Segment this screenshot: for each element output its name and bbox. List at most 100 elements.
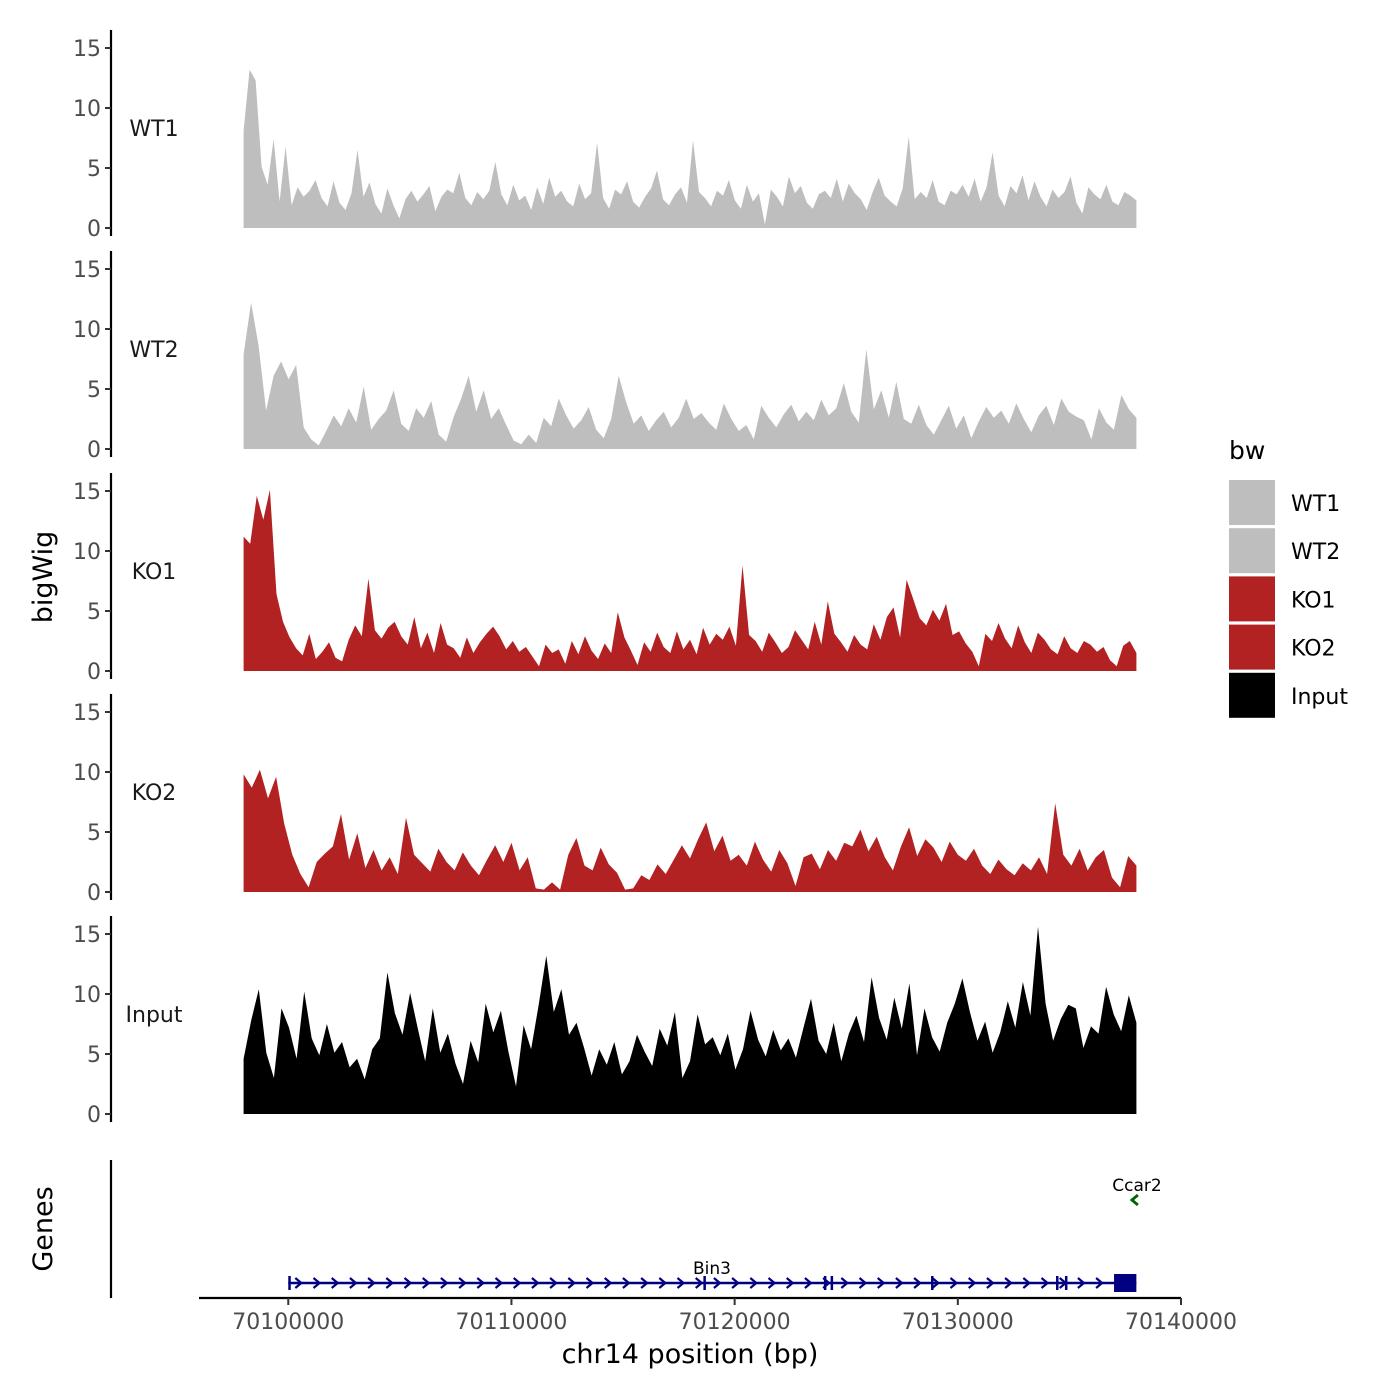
track-label: KO2 xyxy=(132,781,177,806)
track-label: KO1 xyxy=(132,560,177,585)
strand-arrow xyxy=(585,1277,595,1289)
gene-bin3: Bin3 xyxy=(288,1259,1137,1292)
strand-arrow xyxy=(458,1277,467,1289)
exon xyxy=(1114,1274,1137,1292)
y-tick-label: 5 xyxy=(87,1043,101,1068)
legend-label: KO1 xyxy=(1291,588,1336,613)
y-tick-label: 10 xyxy=(73,983,101,1008)
track-label: Input xyxy=(126,1003,183,1028)
gene-label-ccar2: Ccar2 xyxy=(1112,1176,1161,1196)
legend-swatch xyxy=(1229,624,1275,670)
strand-arrow xyxy=(1022,1277,1032,1289)
strand-arrow xyxy=(640,1277,649,1289)
strand-arrow xyxy=(895,1277,904,1289)
strand-arrow xyxy=(1040,1277,1050,1289)
legend-item-input: Input xyxy=(1229,672,1348,718)
strand-arrow xyxy=(349,1277,358,1289)
legend-label: WT2 xyxy=(1291,540,1340,565)
y-tick-label: 5 xyxy=(87,157,101,182)
strand-arrow xyxy=(403,1277,413,1289)
strand-arrow xyxy=(694,1277,704,1289)
y-tick-label: 5 xyxy=(87,378,101,403)
exon xyxy=(288,1276,291,1290)
strand-arrow xyxy=(1129,1193,1139,1207)
strand-arrow xyxy=(658,1277,668,1289)
strand-arrow xyxy=(676,1277,686,1289)
strand-arrow xyxy=(731,1277,740,1289)
x-axis-title: chr14 position (bp) xyxy=(562,1339,819,1370)
y-axis-title-bigwig: bigWig xyxy=(28,531,59,624)
strand-arrow xyxy=(512,1277,522,1289)
y-tick-label: 10 xyxy=(73,761,101,786)
legend-item-wt1: WT1 xyxy=(1229,480,1340,525)
y-tick-label: 0 xyxy=(87,660,101,685)
strand-arrow xyxy=(1004,1277,1013,1289)
strand-arrow xyxy=(876,1277,886,1289)
strand-arrow xyxy=(367,1277,376,1289)
exon xyxy=(703,1276,706,1290)
y-tick-label: 5 xyxy=(87,600,101,625)
y-tick-label: 10 xyxy=(73,97,101,122)
strand-arrow xyxy=(567,1277,577,1289)
x-tick-label: 70120000 xyxy=(679,1310,791,1335)
gene-track: 70100000 70110000 70120000 70130000 70140000… xyxy=(109,1160,1237,1335)
strand-arrow xyxy=(749,1277,759,1289)
exon xyxy=(1056,1276,1059,1290)
strand-arrow xyxy=(931,1277,941,1289)
x-tick-label: 70140000 xyxy=(1125,1310,1237,1335)
legend-item-ko1: KO1 xyxy=(1229,576,1336,622)
y-tick-label: 5 xyxy=(87,821,101,846)
coverage-area-wt2 xyxy=(243,302,1137,449)
strand-arrow xyxy=(713,1277,722,1289)
strand-arrow xyxy=(1095,1277,1104,1289)
legend-item-wt2: WT2 xyxy=(1229,528,1340,574)
strand-arrow xyxy=(967,1277,977,1289)
coverage-area-ko2 xyxy=(243,769,1137,892)
strand-arrow xyxy=(312,1277,322,1289)
legend-swatch xyxy=(1229,672,1275,718)
strand-arrow xyxy=(531,1277,540,1289)
coverage-area-input xyxy=(243,926,1137,1114)
strand-arrow xyxy=(1077,1277,1086,1289)
track-wt1: 0 5 10 15 WT1 xyxy=(73,30,1137,242)
exon xyxy=(931,1276,934,1290)
y-tick-label: 15 xyxy=(73,923,101,948)
strand-arrow xyxy=(603,1277,613,1289)
legend-swatch xyxy=(1229,576,1275,622)
legend-label: KO2 xyxy=(1291,637,1336,662)
legend-label: WT1 xyxy=(1291,492,1340,517)
strand-arrow xyxy=(858,1277,868,1289)
strand-arrow xyxy=(804,1277,813,1289)
y-tick-label: 10 xyxy=(73,318,101,343)
track-wt2: 0 5 10 15 WT2 xyxy=(73,251,1137,463)
strand-arrow xyxy=(949,1277,959,1289)
y-tick-label: 15 xyxy=(73,701,101,726)
y-tick-label: 15 xyxy=(73,480,101,505)
track-label: WT1 xyxy=(129,117,178,142)
strand-arrow xyxy=(421,1277,431,1289)
y-tick-label: 0 xyxy=(87,217,101,242)
strand-arrow xyxy=(767,1277,777,1289)
y-tick-label: 15 xyxy=(73,37,101,62)
strand-arrow xyxy=(494,1277,504,1289)
track-label: WT2 xyxy=(129,338,178,363)
track-ko1: 0 5 10 15 KO1 xyxy=(73,473,1137,685)
strand-arrow xyxy=(385,1277,395,1289)
strand-arrow xyxy=(330,1277,340,1289)
strand-arrow xyxy=(986,1277,995,1289)
y-axis-title-genes: Genes xyxy=(28,1186,59,1271)
y-tick-label: 10 xyxy=(73,540,101,565)
legend: bw WT1 WT2 KO1 KO2 Input xyxy=(1229,436,1348,718)
y-tick-label: 15 xyxy=(73,258,101,283)
legend-item-ko2: KO2 xyxy=(1229,624,1336,670)
track-input: 0 5 10 15 Input xyxy=(73,916,1137,1128)
strand-arrow xyxy=(840,1277,850,1289)
x-tick-label: 70100000 xyxy=(232,1310,344,1335)
legend-title: bw xyxy=(1229,436,1265,465)
coverage-area-wt1 xyxy=(243,69,1137,228)
x-tick-label: 70130000 xyxy=(902,1310,1014,1335)
track-ko2: 0 5 10 15 KO2 xyxy=(73,694,1137,906)
strand-arrow xyxy=(476,1277,486,1289)
coverage-tracks: 0 5 10 15 WT1 0 5 10 15 WT2 0 5 10 15 KO1 0 5 10 15 KO2 0 5 10… xyxy=(73,30,1137,1128)
